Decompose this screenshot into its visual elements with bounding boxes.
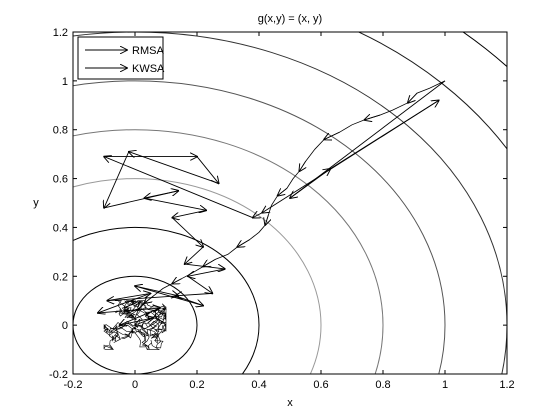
rmsa-step-arrow: [98, 292, 151, 313]
rmsa-step-arrow: [196, 156, 219, 184]
y-tick-label: 1: [62, 76, 68, 88]
noise-cluster-trajectory: [103, 300, 167, 350]
x-tick-label: 0.2: [189, 379, 204, 391]
series-layer: [98, 80, 446, 350]
kwsa-step-arrow: [364, 115, 381, 120]
rmsa-step-arrow: [185, 246, 204, 264]
y-tick-label: 0.2: [53, 271, 68, 283]
contour-circle: [73, 32, 507, 374]
contour-circle: [73, 226, 260, 374]
rmsa-step-arrow: [107, 293, 150, 302]
rmsa-step-arrow: [144, 197, 206, 210]
y-tick-label: 0.6: [53, 174, 68, 186]
rmsa-step-arrow: [129, 152, 219, 184]
rmsa-step-arrow: [135, 286, 204, 307]
kwsa-trajectory: [134, 80, 446, 326]
x-tick-label: 1: [442, 379, 448, 391]
kwsa-step-arrow: [278, 188, 288, 195]
rmsa-step-arrow: [171, 217, 203, 247]
x-tick-label: 0.4: [251, 379, 266, 391]
rmsa-step-arrow: [184, 263, 225, 269]
kwsa-step-arrow: [324, 131, 340, 139]
y-tick-label: 0.4: [53, 222, 68, 234]
y-tick-label: 1.2: [53, 27, 68, 39]
y-tick-label: 0.8: [53, 125, 68, 137]
y-tick-label: 0: [62, 320, 68, 332]
kwsa-step-arrow: [265, 215, 268, 225]
kwsa-step-arrow: [237, 239, 250, 247]
y-tick-label: -0.2: [49, 369, 68, 381]
rmsa-step-arrow: [188, 268, 225, 276]
rmsa-step-arrow: [175, 293, 213, 295]
kwsa-step-arrow: [203, 258, 216, 266]
contour-circle: [73, 178, 322, 374]
plot-frame: [72, 31, 508, 375]
y-axis-ticks: -0.2 0 0.2 0.4 0.6 0.8 1 1.2: [49, 27, 507, 381]
rmsa-step-arrow: [253, 213, 263, 218]
rmsa-step-arrow: [172, 209, 207, 217]
series-rmsa: [98, 80, 446, 325]
chart-title: g(x,y) = (x, y): [258, 13, 322, 25]
rmsa-step-arrow: [262, 100, 440, 212]
legend-label-rmsa: RMSA: [132, 45, 164, 57]
x-tick-label: -0.2: [64, 379, 83, 391]
legend-label-kwsa: KWSA: [132, 63, 165, 75]
x-axis-ticks: -0.2 0 0.2 0.4 0.6 0.8 1 1.2: [64, 32, 515, 391]
contour-circle: [73, 80, 446, 374]
rmsa-step-arrow: [104, 157, 253, 219]
series-kwsa: [134, 80, 446, 326]
x-tick-label: 1.2: [499, 379, 514, 391]
x-tick-label: 0.8: [375, 379, 390, 391]
rmsa-step-arrow: [187, 275, 213, 293]
kwsa-step-arrow: [172, 279, 182, 284]
kwsa-step-arrow: [299, 161, 305, 171]
rmsa-step-arrow: [144, 190, 179, 198]
legend: RMSA KWSA: [77, 36, 165, 80]
x-axis-label: x: [287, 397, 293, 409]
kwsa-step-arrow: [144, 295, 154, 303]
y-axis-label: y: [33, 197, 39, 209]
legend-box: [77, 36, 164, 80]
x-tick-label: 0.6: [313, 379, 328, 391]
rmsa-step-arrow: [104, 151, 130, 208]
kwsa-step-arrow: [408, 92, 418, 103]
rmsa-step-arrow: [134, 285, 178, 296]
x-tick-label: 0: [132, 379, 138, 391]
contour-circle: [73, 129, 384, 374]
